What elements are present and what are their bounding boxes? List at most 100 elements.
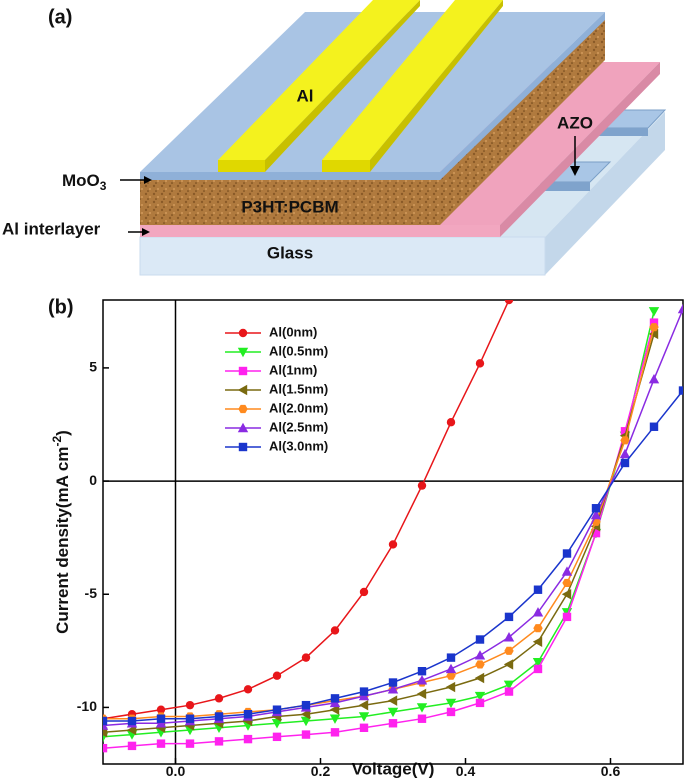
arrowhead xyxy=(570,166,580,176)
marker xyxy=(127,741,137,751)
al-electrode-side xyxy=(265,0,420,172)
marker xyxy=(561,566,573,576)
y-axis-label: Current density(mA cm-2) xyxy=(50,430,72,634)
x-tick-label: 0.2 xyxy=(311,763,331,779)
azo-front xyxy=(140,225,500,237)
marker xyxy=(301,653,311,662)
marker xyxy=(237,347,249,358)
marker xyxy=(533,624,543,633)
marker xyxy=(329,714,341,724)
marker xyxy=(272,732,282,742)
marker xyxy=(678,386,683,395)
legend-label: Al(2.5nm) xyxy=(269,419,328,434)
series-line xyxy=(103,390,683,722)
marker xyxy=(330,626,340,635)
marker xyxy=(446,653,456,662)
marker xyxy=(533,585,543,594)
marker xyxy=(238,404,248,414)
marker xyxy=(503,632,515,642)
marker xyxy=(416,675,428,685)
marker xyxy=(359,723,369,732)
al-electrode-front xyxy=(218,160,265,172)
layer-label: Al interlayer xyxy=(2,219,101,238)
marker xyxy=(214,694,224,703)
marker xyxy=(532,657,544,668)
marker xyxy=(185,700,195,710)
arrowhead xyxy=(142,228,150,236)
marker xyxy=(103,716,108,726)
marker xyxy=(238,442,248,452)
marker xyxy=(359,587,369,597)
series-line xyxy=(103,333,655,734)
layer-label: AZO xyxy=(557,113,593,132)
marker xyxy=(446,418,456,427)
marker xyxy=(620,427,630,436)
al-electrode-front xyxy=(322,160,370,172)
y-tick-label: 5 xyxy=(89,359,97,375)
marker xyxy=(446,707,456,717)
marker xyxy=(301,700,311,710)
azo-side xyxy=(500,62,660,237)
marker xyxy=(301,730,311,739)
marker xyxy=(358,712,370,722)
marker xyxy=(504,646,514,655)
marker xyxy=(387,695,398,706)
marker xyxy=(417,714,427,723)
marker xyxy=(648,374,660,384)
moo3-side xyxy=(440,12,605,180)
glass-front xyxy=(139,236,546,276)
series-line xyxy=(103,322,655,749)
legend-label: Al(0.5nm) xyxy=(269,343,328,358)
marker xyxy=(330,694,340,703)
marker xyxy=(562,578,572,587)
x-tick-label: 0.0 xyxy=(166,763,186,779)
marker xyxy=(388,678,398,687)
label-part: ) xyxy=(53,430,72,436)
active-side xyxy=(440,15,605,225)
marker xyxy=(504,687,514,696)
marker xyxy=(649,422,659,431)
marker xyxy=(620,436,630,445)
marker xyxy=(238,366,248,376)
marker xyxy=(214,712,224,721)
marker xyxy=(533,664,543,674)
marker xyxy=(475,660,485,669)
marker xyxy=(474,672,485,684)
marker xyxy=(677,303,683,314)
marker xyxy=(387,707,399,718)
device-diagram: (a) Al AZO MoO3 P3HT:PCB xyxy=(2,0,667,276)
marker xyxy=(358,699,369,711)
x-tick-label: 0.6 xyxy=(601,763,621,779)
marker xyxy=(504,612,514,622)
marker xyxy=(243,734,253,744)
marker xyxy=(503,680,515,690)
marker xyxy=(243,710,253,719)
marker xyxy=(388,719,398,728)
marker xyxy=(475,698,485,708)
marker xyxy=(156,739,166,748)
layer-label: Glass xyxy=(267,243,313,262)
marker xyxy=(445,681,456,693)
al-electrode-side xyxy=(370,0,503,172)
marker xyxy=(214,737,224,746)
panel-label: (b) xyxy=(48,296,74,318)
marker xyxy=(649,318,659,327)
layer-label: MoO3 xyxy=(62,171,107,193)
al-electrode xyxy=(322,0,503,160)
marker xyxy=(562,549,572,558)
legend-label: Al(0nm) xyxy=(269,324,317,339)
marker xyxy=(243,685,253,694)
marker xyxy=(237,384,248,396)
marker xyxy=(532,636,543,647)
marker xyxy=(417,481,427,490)
marker xyxy=(417,667,427,676)
plot-area xyxy=(103,300,683,753)
marker xyxy=(591,528,601,538)
marker xyxy=(300,716,312,727)
marker xyxy=(503,659,514,670)
marker xyxy=(272,671,282,680)
active-front xyxy=(140,180,440,225)
marker xyxy=(103,743,108,753)
marker xyxy=(475,635,485,644)
